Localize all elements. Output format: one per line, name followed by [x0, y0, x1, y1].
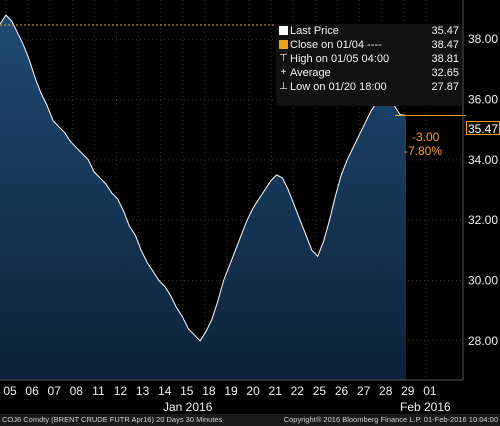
y-axis-ticks: 28.00 30.00 32.00 34.00 36.00 38.00 [468, 32, 498, 348]
x-period-label-jan: Jan 2016 [163, 400, 213, 414]
legend-value: 38.81 [431, 53, 459, 65]
low-icon: ⊥ [279, 81, 288, 92]
x-tick-label: 05 [3, 384, 17, 398]
x-tick-label: 27 [357, 384, 371, 398]
x-tick-label: 14 [158, 384, 172, 398]
y-tick-label: 32.00 [468, 213, 498, 227]
y-tick-label: 36.00 [468, 93, 498, 107]
square-white-icon [279, 26, 288, 35]
x-tick-label: 08 [70, 384, 84, 398]
square-orange-icon [279, 40, 288, 49]
x-tick-label: 15 [180, 384, 194, 398]
high-icon: ⊤ [279, 53, 288, 64]
footer-copyright: Copyright® 2016 Bloomberg Finance L.P. 0… [283, 415, 498, 424]
y-tick-label: 30.00 [468, 273, 498, 287]
x-tick-label: 07 [48, 384, 62, 398]
x-tick-label: 01 [423, 384, 437, 398]
x-tick-label: 26 [335, 384, 349, 398]
x-tick-label: 11 [92, 384, 105, 398]
legend-item-low: ⊥ Low on 01/20 18:00 27.87 [276, 80, 462, 94]
x-tick-label: 22 [291, 384, 305, 398]
last-price-tag: 35.47 [466, 121, 500, 136]
change-value: -3.00 [412, 130, 440, 144]
legend-item-last-price: Last Price 35.47 [276, 24, 462, 38]
footer: COJ6 Comdty (BRENT CRUDE FUTR Apr16) 20 … [0, 414, 500, 426]
legend-item-average: + Average 32.65 [276, 66, 462, 80]
x-tick-label: 18 [202, 384, 216, 398]
change-percent: -7.80% [404, 144, 443, 158]
x-tick-label: 21 [269, 384, 283, 398]
legend: Last Price 35.47 Close on 01/04 ---- 38.… [276, 24, 462, 106]
legend-value: 32.65 [431, 67, 459, 79]
legend-label: Last Price [290, 25, 339, 37]
x-tick-label: 20 [246, 384, 260, 398]
x-tick-label: 13 [136, 384, 150, 398]
x-tick-label: 12 [114, 384, 128, 398]
legend-value: 38.47 [431, 39, 459, 51]
y-tick-label: 38.00 [468, 32, 498, 46]
legend-value: 35.47 [431, 25, 459, 37]
x-tick-label: 06 [25, 384, 39, 398]
x-period-label-feb: Feb 2016 [400, 400, 451, 414]
x-tick-label: 25 [313, 384, 327, 398]
y-tick-label: 34.00 [468, 153, 498, 167]
x-tick-label: 19 [224, 384, 238, 398]
legend-value: 27.87 [431, 81, 459, 93]
average-icon: + [280, 67, 287, 78]
legend-label: Low on 01/20 18:00 [290, 81, 387, 93]
x-tick-label: 29 [401, 384, 415, 398]
y-tick-label: 28.00 [468, 334, 498, 348]
legend-label: Average [290, 67, 331, 79]
legend-item-close: Close on 01/04 ---- 38.47 [276, 38, 462, 52]
price-area [0, 15, 406, 380]
legend-label: High on 01/05 04:00 [290, 53, 390, 65]
x-tick-label: 28 [379, 384, 393, 398]
footer-ticker: COJ6 Comdty (BRENT CRUDE FUTR Apr16) 20 … [2, 415, 223, 424]
x-axis-ticks: 05 06 07 08 11 12 13 14 15 18 19 20 21 22 25 26 27 28 29 01 [3, 384, 437, 398]
price-line [0, 14, 407, 342]
legend-item-high: ⊤ High on 01/05 04:00 38.81 [276, 52, 462, 66]
legend-label: Close on 01/04 ---- [290, 39, 382, 51]
